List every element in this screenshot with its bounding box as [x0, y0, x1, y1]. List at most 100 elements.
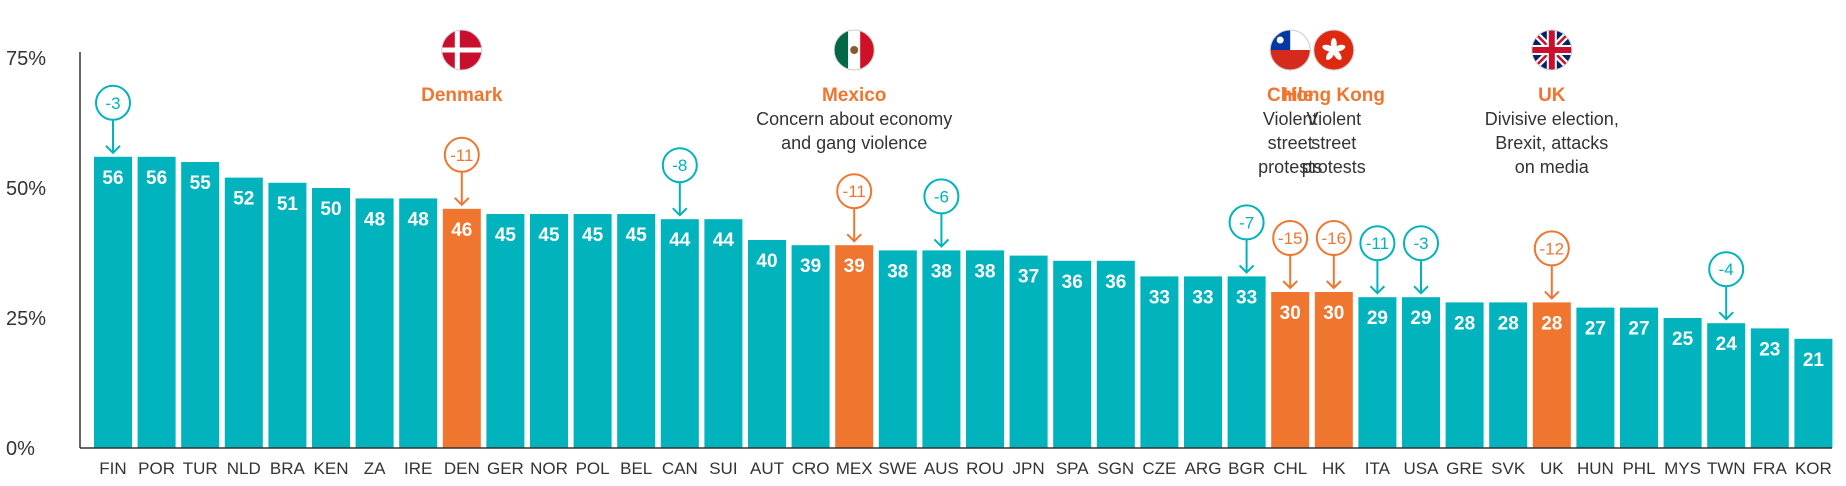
- flag-outline: [1531, 29, 1573, 71]
- bar-kor: [1794, 338, 1833, 448]
- flag-green: [834, 30, 849, 70]
- bar-hun: [1576, 307, 1615, 448]
- bar-mys: [1663, 318, 1702, 448]
- y-tick-label: 50%: [6, 178, 46, 200]
- bar-can: [660, 219, 699, 448]
- x-tick-label: SPA: [1056, 459, 1089, 478]
- x-tick-label: CZE: [1142, 459, 1176, 478]
- denmark-flag: [441, 29, 483, 71]
- annotation-line: protests: [1258, 157, 1322, 177]
- x-tick-label: USA: [1404, 459, 1440, 478]
- x-tick-label: AUS: [924, 459, 959, 478]
- annotation-den: Denmark: [421, 29, 503, 106]
- bar-value-label: 45: [538, 225, 560, 246]
- bar-chl: [1271, 292, 1310, 448]
- down-arrow-icon: [933, 238, 950, 248]
- flag-star: [1276, 36, 1284, 44]
- down-arrow-icon: [672, 207, 688, 217]
- bar-uk: [1532, 302, 1571, 448]
- down-arrow-icon: [1413, 285, 1429, 295]
- bar-value-label: 52: [233, 189, 254, 210]
- flag-cross-h: [441, 47, 482, 53]
- x-tick-label: IRE: [404, 459, 432, 478]
- x-tick-label: GRE: [1446, 459, 1483, 478]
- bar-spa: [1053, 260, 1092, 448]
- x-tick-label: FRA: [1753, 459, 1788, 478]
- annotation-title: Chile: [1267, 85, 1313, 106]
- bar-za: [355, 198, 394, 448]
- x-tick-label: BEL: [620, 459, 652, 478]
- flag-petal: [1322, 44, 1334, 52]
- mexico-flag: [833, 29, 875, 71]
- bar-pol: [573, 214, 612, 448]
- x-tick-label: JPN: [1013, 459, 1045, 478]
- change-bubble-fin: -3: [95, 84, 131, 155]
- bar-mex: [835, 245, 874, 448]
- bar-tur: [181, 162, 220, 448]
- x-tick-label: BGR: [1228, 459, 1265, 478]
- flag-red: [1270, 50, 1311, 70]
- flag-petal: [1333, 44, 1346, 52]
- bar-value-label: 27: [1585, 319, 1606, 340]
- x-tick-label: NOR: [530, 459, 568, 478]
- change-label: -11: [843, 182, 866, 201]
- x-tick-label: ZA: [364, 459, 386, 478]
- bar-ita: [1358, 297, 1397, 448]
- flag-petal: [1330, 38, 1337, 50]
- bar-ger: [486, 214, 525, 448]
- down-arrow-icon: [1544, 290, 1560, 300]
- bar-twn: [1707, 323, 1746, 448]
- bar-svk: [1489, 302, 1528, 448]
- bar-value-label: 45: [582, 225, 604, 246]
- bar-ire: [399, 198, 438, 448]
- x-tick-label: CRO: [792, 459, 830, 478]
- flag-body: [441, 30, 482, 70]
- bar-nld: [224, 177, 263, 448]
- y-tick-label: 75%: [6, 48, 46, 70]
- flag-outline: [441, 29, 483, 71]
- bar-value-label: 29: [1410, 308, 1431, 329]
- flag-body: [834, 30, 875, 70]
- bar-value-label: 48: [408, 209, 429, 230]
- annotation-title: Mexico: [822, 85, 886, 106]
- flag-outline: [1269, 29, 1311, 71]
- bar-aut: [748, 240, 786, 448]
- bar-jpn: [1009, 255, 1048, 448]
- x-tick-label: AUT: [750, 459, 784, 478]
- flag-outline: [833, 29, 875, 71]
- x-tick-label: DEN: [444, 459, 480, 478]
- bar-value-label: 51: [277, 194, 299, 215]
- bar-value-label: 50: [320, 199, 341, 220]
- bar-value-label: 56: [102, 168, 123, 189]
- annotation-line: on media: [1515, 157, 1590, 177]
- hong-kong-flag: [1313, 29, 1355, 71]
- change-label: -3: [105, 94, 120, 113]
- bar-hk: [1314, 292, 1353, 448]
- x-tick-label: GER: [487, 459, 524, 478]
- flag-body: [1313, 30, 1354, 70]
- down-arrow-icon: [1282, 280, 1298, 290]
- change-label: -11: [1366, 234, 1389, 253]
- flag-outline: [1313, 29, 1355, 71]
- bar-gre: [1445, 302, 1484, 448]
- bar-value-label: 28: [1454, 313, 1475, 334]
- change-label: -7: [1239, 213, 1254, 232]
- y-tick-label: 0%: [6, 438, 35, 460]
- x-tick-label: TWN: [1707, 459, 1746, 478]
- bar-value-label: 56: [146, 168, 167, 189]
- bar-value-label: 27: [1628, 319, 1649, 340]
- annotation-line: protests: [1302, 157, 1366, 177]
- flag-body: [1531, 30, 1572, 70]
- change-bubble-twn: -4: [1708, 251, 1745, 321]
- x-tick-label: UK: [1540, 459, 1564, 478]
- annotation-line: and gang violence: [781, 133, 927, 153]
- bar-value-label: 33: [1192, 287, 1213, 308]
- bar-den: [442, 208, 481, 448]
- down-arrow-icon: [846, 233, 862, 243]
- change-bubble-mex: -11: [836, 173, 873, 243]
- change-bubble-chl: -15: [1272, 220, 1309, 290]
- flag-red: [860, 30, 875, 70]
- bar-value-label: 28: [1498, 313, 1519, 334]
- bar-fin: [94, 156, 132, 449]
- x-tick-label: SUI: [709, 459, 737, 478]
